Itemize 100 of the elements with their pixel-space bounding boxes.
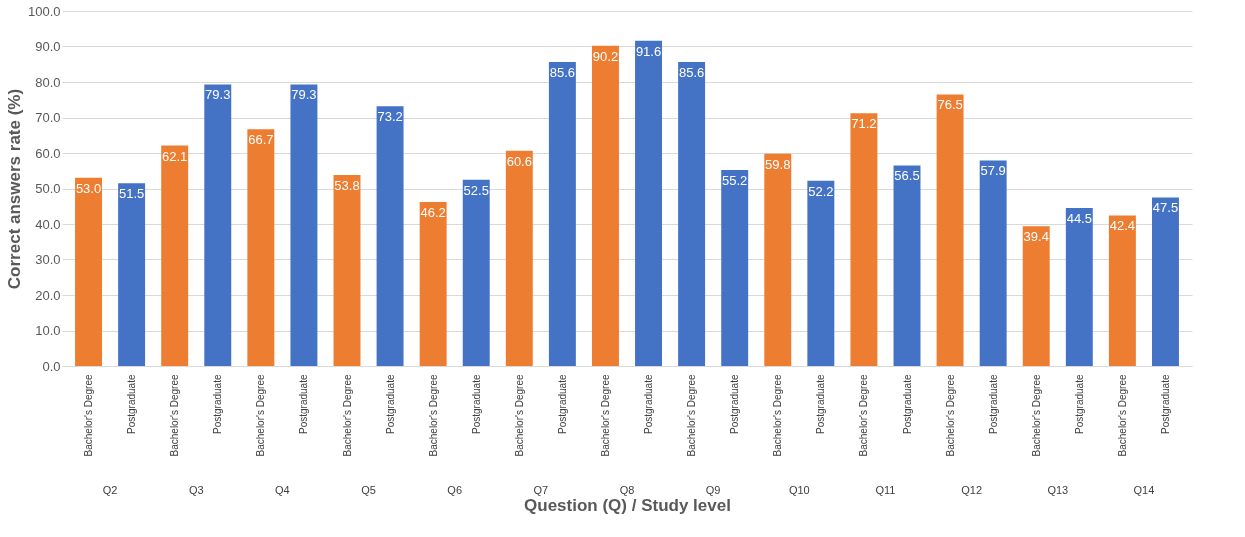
text: Q10 bbox=[788, 484, 810, 496]
text: Q7 bbox=[533, 484, 549, 496]
x-tick-label: Postgraduate bbox=[298, 374, 310, 434]
y-tick-label: 40.0 bbox=[35, 216, 61, 232]
x-tick-label: Postgraduate bbox=[470, 374, 482, 434]
x-tick-label: Bachelor's Degree bbox=[341, 374, 353, 457]
x-tick-label: Bachelor's Degree bbox=[599, 374, 611, 457]
text: 52.2 bbox=[808, 183, 834, 199]
text: 85.6 bbox=[549, 65, 576, 81]
bar bbox=[204, 84, 232, 366]
text: Q11 bbox=[875, 484, 896, 496]
text: 62.1 bbox=[162, 148, 188, 164]
bar bbox=[333, 175, 361, 366]
y-tick-label: 0.0 bbox=[42, 358, 61, 374]
bar bbox=[1108, 215, 1136, 366]
text: Q12 bbox=[961, 484, 983, 496]
bar bbox=[462, 179, 490, 366]
text: Q2 bbox=[102, 484, 118, 496]
text: Q5 bbox=[361, 484, 376, 496]
text: 90.2 bbox=[592, 48, 619, 64]
text: 85.6 bbox=[678, 65, 705, 81]
text: Q3 bbox=[188, 484, 204, 496]
text: 52.5 bbox=[463, 182, 489, 198]
bar bbox=[548, 62, 576, 366]
x-tick-label: Bachelor's Degree bbox=[1030, 374, 1042, 457]
y-tick-label: 100.0 bbox=[27, 3, 61, 19]
text: 55.2 bbox=[722, 173, 748, 189]
bar bbox=[979, 160, 1007, 366]
x-tick-label: Postgraduate bbox=[987, 374, 999, 434]
y-tick-label: 50.0 bbox=[35, 181, 61, 196]
x-tick-label: Bachelor's Degree bbox=[944, 374, 956, 457]
bar bbox=[247, 129, 275, 366]
text: 56.5 bbox=[894, 168, 920, 184]
text: Q6 bbox=[447, 484, 463, 496]
x-tick-label: Bachelor's Degree bbox=[255, 374, 267, 457]
x-tick-label: Postgraduate bbox=[1073, 374, 1085, 434]
text: 53.8 bbox=[334, 178, 360, 194]
y-tick-label: 10.0 bbox=[35, 323, 61, 338]
bar bbox=[764, 153, 792, 366]
x-tick-label: Bachelor's Degree bbox=[1116, 374, 1128, 457]
x-tick-label: Bachelor's Degree bbox=[427, 374, 439, 457]
x-tick-label: Postgraduate bbox=[901, 374, 913, 434]
x-tick-label: Postgraduate bbox=[384, 374, 396, 434]
bar bbox=[118, 183, 146, 366]
text: 42.4 bbox=[1109, 218, 1136, 234]
text: 73.2 bbox=[377, 109, 403, 125]
text: Q13 bbox=[1047, 484, 1069, 496]
x-tick-label: Bachelor's Degree bbox=[686, 374, 698, 457]
y-tick-label: 80.0 bbox=[35, 74, 61, 90]
bar bbox=[505, 150, 533, 366]
text: 79.3 bbox=[205, 87, 231, 103]
text: 71.2 bbox=[851, 116, 877, 132]
bar bbox=[807, 180, 835, 366]
bar bbox=[1065, 208, 1093, 366]
bar bbox=[678, 62, 706, 366]
text: 79.3 bbox=[291, 87, 317, 103]
bar bbox=[1151, 197, 1179, 366]
text: 47.5 bbox=[1152, 200, 1179, 216]
text: 57.9 bbox=[980, 163, 1006, 179]
x-tick-label: Postgraduate bbox=[212, 374, 224, 434]
y-axis-title: Correct answers rate (%) bbox=[4, 88, 24, 290]
text: 53.0 bbox=[75, 180, 102, 196]
bar bbox=[1022, 226, 1050, 366]
x-tick-label: Postgraduate bbox=[1159, 374, 1171, 434]
text: Q9 bbox=[705, 484, 721, 496]
x-tick-label: Bachelor's Degree bbox=[772, 374, 784, 457]
y-tick-label: 60.0 bbox=[35, 145, 61, 161]
text: 39.4 bbox=[1023, 229, 1049, 245]
bar bbox=[850, 113, 878, 366]
text: 44.5 bbox=[1066, 211, 1092, 227]
text: 76.5 bbox=[937, 97, 963, 113]
y-tick-label: 90.0 bbox=[35, 39, 61, 54]
x-tick-label: Postgraduate bbox=[643, 374, 655, 434]
x-tick-label: Postgraduate bbox=[729, 374, 741, 434]
text: 59.8 bbox=[765, 156, 791, 172]
text: 66.7 bbox=[248, 132, 274, 148]
x-axis-title: Question (Q) / Study level bbox=[524, 496, 731, 516]
y-tick-label: 20.0 bbox=[35, 287, 61, 303]
x-tick-label: Postgraduate bbox=[126, 374, 138, 434]
x-tick-label: Bachelor's Degree bbox=[858, 374, 870, 457]
text: Q14 bbox=[1133, 484, 1155, 496]
bar bbox=[161, 145, 189, 366]
x-tick-label: Bachelor's Degree bbox=[83, 374, 95, 457]
bar bbox=[75, 177, 103, 366]
bar bbox=[419, 201, 447, 366]
text: 46.2 bbox=[420, 204, 446, 220]
x-tick-label: Postgraduate bbox=[556, 374, 568, 434]
bar bbox=[376, 106, 404, 366]
x-tick-label: Bachelor's Degree bbox=[513, 374, 525, 457]
bar bbox=[721, 170, 749, 366]
text: 91.6 bbox=[635, 43, 662, 59]
text: Q8 bbox=[619, 484, 635, 496]
text: 51.5 bbox=[118, 186, 145, 202]
text: 60.6 bbox=[506, 153, 532, 169]
text: Q4 bbox=[275, 484, 290, 496]
bar bbox=[591, 45, 619, 366]
x-tick-label: Postgraduate bbox=[815, 374, 827, 434]
bar bbox=[936, 94, 964, 366]
y-tick-label: 30.0 bbox=[35, 252, 61, 267]
bar bbox=[290, 84, 318, 366]
